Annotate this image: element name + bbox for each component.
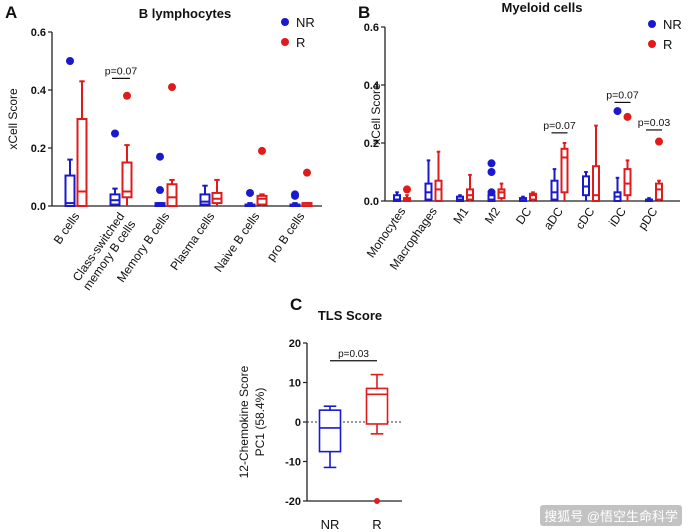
legend-label-r: R — [296, 35, 305, 50]
x-tick-label: M1 — [450, 204, 471, 226]
legend-marker-nr — [648, 20, 656, 28]
box-r — [76, 118, 88, 207]
y-axis-label: PC1 (58.4%) — [253, 388, 267, 457]
legend-marker-nr — [281, 18, 289, 26]
outlier-point — [487, 159, 496, 168]
y-axis-label: xCell Score — [6, 88, 20, 150]
y-axis-label: 12-Chemokine Score — [237, 365, 251, 478]
outlier-point — [487, 188, 496, 197]
p-value-label: p=0.07 — [606, 89, 639, 101]
outlier-point — [258, 146, 266, 155]
panel-label: A — [5, 3, 17, 22]
y-tick-label: 0 — [295, 417, 301, 429]
x-tick-label: aDC — [541, 204, 566, 232]
outlier-point — [613, 107, 622, 116]
y-tick-label: 0.2 — [364, 138, 379, 150]
x-tick-label: Plasma cells — [167, 210, 217, 273]
outlier-point — [374, 498, 380, 504]
outlier-point — [156, 186, 164, 195]
box-nr — [64, 174, 76, 208]
box-nr — [393, 194, 401, 202]
outlier-point — [168, 83, 176, 92]
box-r — [256, 194, 268, 206]
legend-label-nr: NR — [296, 15, 315, 30]
x-tick-label: M2 — [482, 204, 503, 226]
box-r — [497, 188, 506, 200]
panel-a: A B lymphocytes 0.0 0.2 0.4 0.6 xCell Score NR R… — [5, 3, 322, 293]
outlier-point — [246, 188, 254, 197]
outlier-point — [123, 91, 131, 100]
outlier-point — [291, 191, 299, 200]
x-tick-label: pDC — [635, 204, 660, 232]
outlier-point — [303, 168, 311, 177]
legend-marker-r — [281, 38, 289, 46]
box-r — [166, 183, 178, 207]
p-value-label: p=0.07 — [105, 65, 138, 77]
outlier-point — [623, 112, 632, 121]
y-tick-label: 20 — [289, 338, 301, 350]
p-value-label: p=0.07 — [543, 120, 576, 132]
x-tick-label: cDC — [573, 204, 598, 231]
outlier-point — [487, 168, 496, 176]
y-axis-label: xCell Score — [369, 83, 383, 145]
panel-label: B — [358, 3, 370, 22]
box-r — [655, 182, 663, 201]
box-r — [592, 165, 600, 202]
x-tick-label: B cells — [51, 210, 83, 247]
box-r — [434, 179, 443, 202]
y-tick-label: 0.6 — [364, 22, 379, 34]
box-r — [560, 147, 569, 194]
y-tick-label: -20 — [285, 496, 301, 508]
y-tick-label: -10 — [285, 457, 301, 469]
box-r — [365, 387, 389, 425]
x-tick-label: iDC — [606, 204, 629, 229]
box-r — [623, 168, 632, 197]
outlier-point — [403, 185, 411, 194]
y-tick-label: 10 — [289, 378, 301, 390]
box-nr — [199, 193, 211, 206]
box-nr — [318, 409, 342, 453]
y-tick-label: 0.4 — [364, 80, 380, 92]
p-value-label: p=0.03 — [638, 117, 671, 129]
outlier-point — [655, 137, 663, 146]
box-nr — [550, 179, 559, 201]
outlier-point — [111, 129, 119, 138]
y-tick-label: 0.4 — [31, 85, 47, 97]
watermark: 搜狐号 @悟空生命科学 — [540, 505, 682, 526]
y-tick-label: 0.2 — [31, 143, 46, 155]
legend-label-r: R — [663, 37, 672, 52]
box-r — [121, 161, 133, 199]
x-tick-label: R — [372, 517, 381, 532]
panel-c: C TLS Score -20 -10 0 10 20 12-Chemokine Score P… — [237, 295, 402, 532]
chart-title: B lymphocytes — [139, 6, 231, 21]
outlier-point — [156, 152, 164, 161]
panel-label: C — [290, 295, 302, 314]
outlier-point — [66, 57, 74, 65]
x-tick-label: pro B cells — [264, 210, 308, 264]
x-tick-label: NR — [321, 517, 340, 532]
chart-title: Myeloid cells — [502, 0, 583, 15]
p-value-label: p=0.03 — [338, 349, 369, 360]
chart-title: TLS Score — [318, 308, 382, 323]
x-tick-label: Naive B cells — [211, 210, 262, 275]
legend-marker-r — [648, 40, 656, 48]
y-tick-label: 0.0 — [31, 201, 46, 213]
y-tick-label: 0.0 — [364, 196, 379, 208]
x-tick-label: DC — [513, 204, 535, 227]
y-tick-label: 0.6 — [31, 27, 46, 39]
legend-label-nr: NR — [663, 17, 682, 32]
panel-b: B Myeloid cells 0.0 0.2 0.4 0.6 xCell Score NR R… — [358, 0, 682, 272]
box-r — [529, 192, 537, 201]
